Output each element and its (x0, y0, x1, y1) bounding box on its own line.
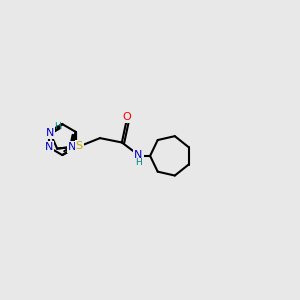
Text: N: N (134, 150, 142, 160)
Text: H: H (54, 122, 61, 131)
Text: O: O (122, 112, 131, 122)
Text: N: N (68, 142, 77, 152)
Text: N: N (46, 128, 54, 138)
Text: N: N (45, 142, 53, 152)
Text: S: S (76, 141, 83, 152)
Text: H: H (135, 158, 142, 167)
